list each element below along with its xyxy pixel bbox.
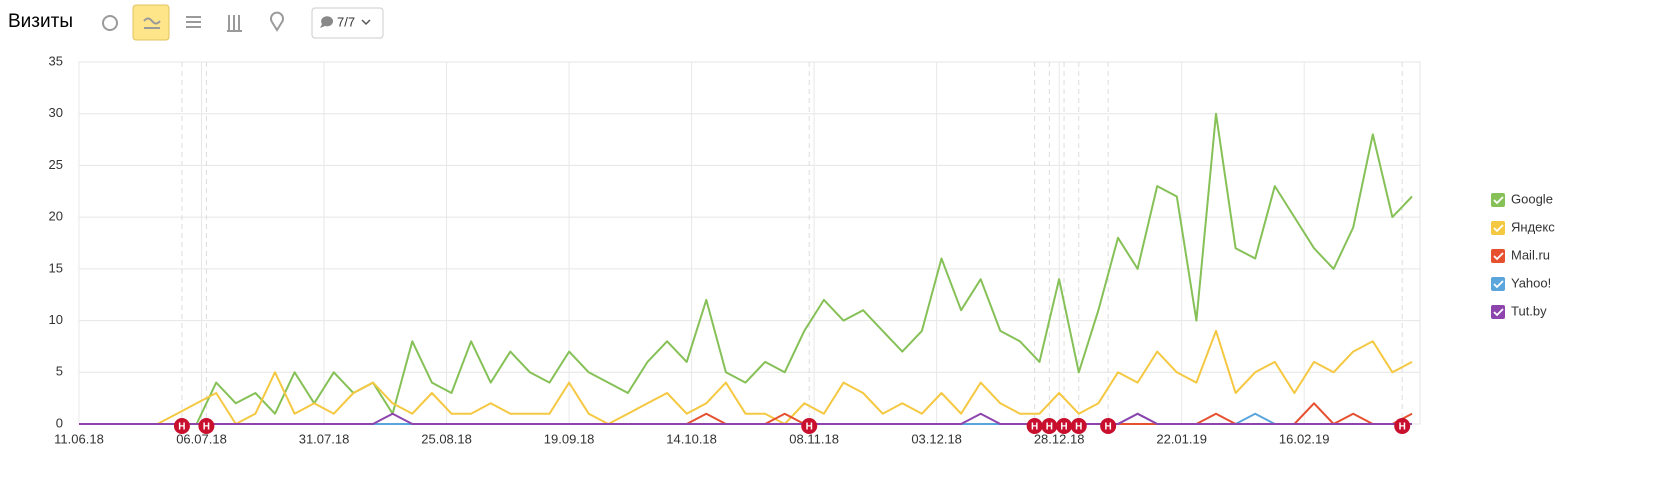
x-tick-label: 25.08.18 <box>421 431 472 446</box>
y-tick-label: 5 <box>56 364 63 379</box>
annotation-label: Н <box>1046 422 1053 433</box>
x-tick-label: 11.06.18 <box>54 431 104 446</box>
filter-label: 7/7 <box>337 14 355 29</box>
y-tick-label: 30 <box>49 105 63 120</box>
legend-swatch <box>1491 249 1505 263</box>
bar-icon[interactable] <box>227 15 242 32</box>
annotation-label: Н <box>1105 422 1112 433</box>
annotation-label: Н <box>203 422 210 433</box>
comment-icon <box>320 16 334 28</box>
x-tick-label: 28.12.18 <box>1034 431 1085 446</box>
legend-swatch <box>1491 221 1505 235</box>
annotation-marker: Н <box>1394 418 1411 434</box>
legend-swatch <box>1491 193 1505 207</box>
line-icon[interactable] <box>143 17 161 29</box>
annotation-dot <box>1394 418 1411 434</box>
annotation-label: Н <box>1031 422 1038 433</box>
filter-dropdown[interactable] <box>311 7 384 39</box>
annotation-marker: Н <box>1070 418 1087 434</box>
legend-check <box>1493 280 1504 289</box>
x-tick-label: 06.07.18 <box>176 431 227 446</box>
annotation-dot <box>198 418 215 434</box>
legend-label: Yahoo! <box>1511 275 1551 290</box>
annotation-dot <box>173 418 190 434</box>
line-icon-bg[interactable] <box>132 4 170 41</box>
annotation-dot <box>801 418 818 434</box>
annotation-dot <box>1056 418 1073 434</box>
y-tick-label: 20 <box>49 209 63 224</box>
x-tick-label: 19.09.18 <box>544 431 595 446</box>
legend-check <box>1493 196 1504 205</box>
x-tick-label: 08.11.18 <box>789 431 839 446</box>
legend-label: Mail.ru <box>1511 247 1550 262</box>
annotation-marker: Н <box>1056 418 1073 434</box>
dropdown-caret <box>361 19 371 26</box>
annotation-dot <box>1070 418 1087 434</box>
legend-check <box>1493 224 1504 233</box>
annotation-label: Н <box>806 422 813 433</box>
x-tick-label: 31.07.18 <box>299 431 350 446</box>
annotation-marker: Н <box>198 418 215 434</box>
x-tick-label: 03.12.18 <box>911 431 962 446</box>
series-line <box>79 412 1412 425</box>
map-icon[interactable] <box>270 11 284 32</box>
annotation-label: Н <box>1075 422 1082 433</box>
series-line <box>79 329 1413 425</box>
legend-swatch <box>1491 277 1505 291</box>
pie-icon[interactable] <box>102 15 118 31</box>
legend-label: Google <box>1511 191 1553 206</box>
x-tick-label: 22.01.19 <box>1156 431 1207 446</box>
annotation-marker: Н <box>173 418 190 434</box>
legend-check <box>1493 252 1504 261</box>
plot-frame <box>78 61 1421 425</box>
annotation-dot <box>1100 418 1117 434</box>
annotation-marker: Н <box>1100 418 1117 434</box>
y-tick-label: 35 <box>49 53 63 68</box>
x-tick-label: 14.10.18 <box>666 431 717 446</box>
y-tick-label: 10 <box>49 312 63 327</box>
annotation-dot <box>1041 418 1058 434</box>
annotation-marker: Н <box>1026 418 1043 434</box>
area-icon[interactable] <box>186 16 201 28</box>
legend-check <box>1493 308 1504 317</box>
chart-type-switcher <box>102 4 284 41</box>
legend-label: Яндекс <box>1511 219 1555 234</box>
series-line <box>79 112 1413 425</box>
annotation-label: Н <box>1399 422 1406 433</box>
annotation-label: Н <box>178 422 185 433</box>
y-tick-label: 25 <box>49 157 63 172</box>
legend-swatch <box>1491 305 1505 319</box>
y-tick-label: 0 <box>56 415 63 430</box>
x-tick-label: 16.02.19 <box>1279 431 1330 446</box>
header-title: Визиты <box>8 11 73 32</box>
annotation-marker: Н <box>1041 418 1058 434</box>
legend-label: Tut.by <box>1511 303 1547 318</box>
annotation-label: Н <box>1060 422 1067 433</box>
annotation-dot <box>1026 418 1043 434</box>
y-tick-label: 15 <box>49 260 63 275</box>
annotation-marker: Н <box>801 418 818 434</box>
